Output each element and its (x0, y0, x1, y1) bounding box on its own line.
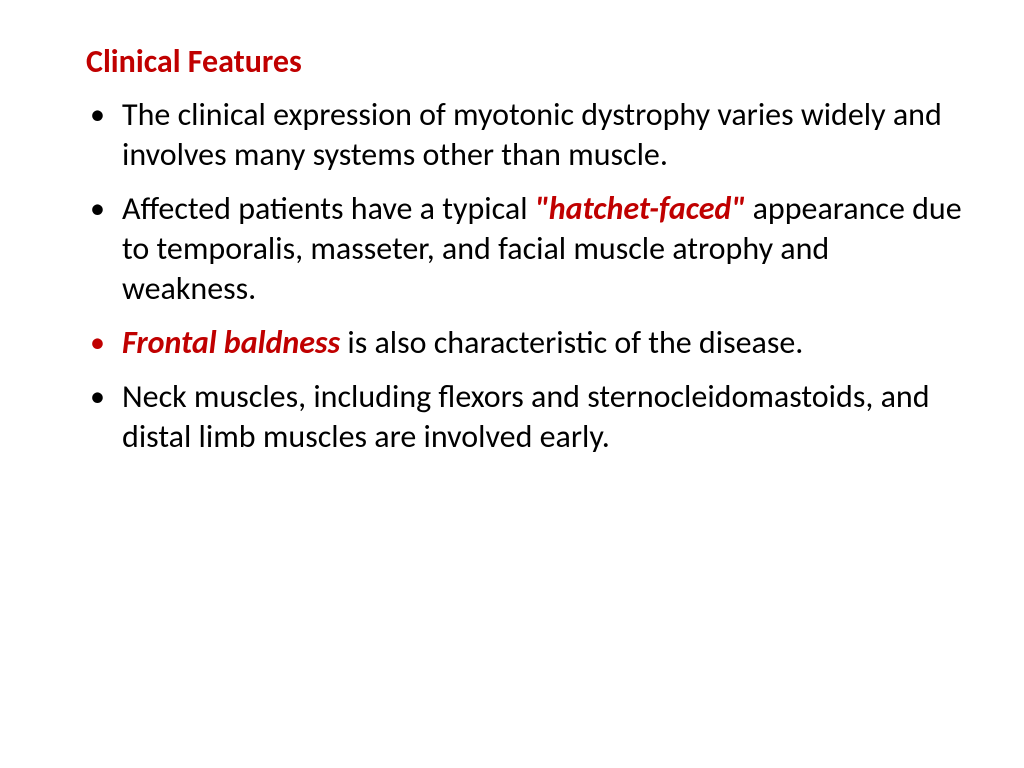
bullet-text-emph: "hatchet-faced" (535, 189, 746, 228)
list-item: Frontal baldness is also characteristic … (90, 323, 964, 363)
bullet-text-pre: The clinical expression of myotonic dyst… (122, 95, 942, 174)
bullet-text-pre: Affected patients have a typical (122, 189, 535, 228)
list-item: Affected patients have a typical "hatche… (90, 189, 964, 309)
bullet-text-emph: Frontal baldness (122, 323, 340, 362)
bullet-text-post: is also characteristic of the disease. (340, 323, 803, 362)
slide: Clinical Features The clinical expressio… (0, 0, 1024, 768)
list-item: Neck muscles, including flexors and ster… (90, 377, 964, 457)
list-item: The clinical expression of myotonic dyst… (90, 95, 964, 175)
bullet-list: The clinical expression of myotonic dyst… (90, 95, 964, 457)
slide-heading: Clinical Features (86, 42, 964, 81)
bullet-text-pre: Neck muscles, including flexors and ster… (122, 377, 930, 456)
